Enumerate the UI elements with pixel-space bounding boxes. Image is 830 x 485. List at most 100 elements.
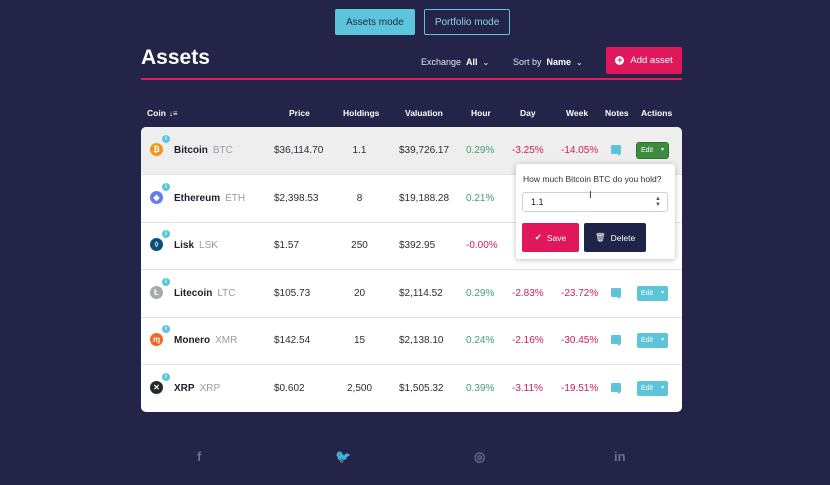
mode-switcher: Assets mode Portfolio mode xyxy=(335,9,511,35)
save-button[interactable]: ✔ Save xyxy=(522,223,579,252)
holdings-popover: How much Bitcoin BTC do you hold? 1.1 ▲ ▼… xyxy=(516,164,675,259)
price-cell: $0.602 xyxy=(274,382,305,394)
valuation-cell: $39,726.17 xyxy=(399,145,450,156)
sort-icon: ↓≡ xyxy=(168,109,178,118)
holdings-cell: 20 xyxy=(353,287,366,299)
week-cell: -30.45% xyxy=(561,335,599,346)
table-row: ɱ i Monero XMR $142.54 15 $2,138.10 0.24%… xyxy=(141,317,682,365)
portfolio-mode-button[interactable]: Portfolio mode xyxy=(423,9,511,35)
edit-button[interactable]: Edit▾ xyxy=(637,285,668,301)
price-cell: $142.54 xyxy=(274,335,311,346)
holdings-question: How much Bitcoin BTC do you hold? xyxy=(523,174,662,184)
linkedin-icon[interactable]: in xyxy=(614,449,626,464)
day-cell: -3.25% xyxy=(512,145,544,156)
edit-button[interactable]: Edit▾ xyxy=(637,380,668,396)
note-icon[interactable] xyxy=(611,382,621,394)
monero-icon: ɱ xyxy=(150,333,163,346)
hour-cell: 0.24% xyxy=(466,335,495,346)
column-header-holdings: Holdings xyxy=(343,108,380,118)
exchange-label: Exchange xyxy=(421,57,462,67)
exchange-filter[interactable]: Exchange All ⌄ xyxy=(421,57,489,67)
instagram-icon[interactable]: ◎ xyxy=(474,449,486,464)
sort-label: Sort by xyxy=(513,57,542,67)
plus-icon: + xyxy=(615,55,625,65)
holdings-cell: 1.1 xyxy=(352,145,367,156)
title-divider xyxy=(141,78,682,80)
column-header-week: Week xyxy=(566,108,589,118)
assets-mode-button[interactable]: Assets mode xyxy=(335,9,415,35)
holdings-input[interactable]: 1.1 ▲ ▼ xyxy=(522,192,668,212)
edit-button[interactable]: Edit▾ xyxy=(637,333,668,348)
note-icon[interactable] xyxy=(611,287,621,299)
chevron-down-icon: ⌄ xyxy=(482,57,490,67)
column-header-notes: Notes xyxy=(605,108,629,118)
save-label: Save xyxy=(546,232,567,243)
check-icon: ✔ xyxy=(534,232,542,242)
ethereum-icon: ◆ xyxy=(150,190,163,204)
column-header-price: Price xyxy=(289,108,310,118)
text-cursor-icon: I xyxy=(589,190,592,201)
chevron-down-icon: ⌄ xyxy=(576,57,583,67)
hour-cell: 0.29% xyxy=(466,287,495,299)
info-icon[interactable]: i xyxy=(162,372,170,381)
week-cell: -14.05% xyxy=(561,145,599,156)
lisk-icon: ◊ xyxy=(150,238,163,251)
twitter-icon[interactable]: 🐦 xyxy=(335,449,352,464)
price-cell: $2,398.53 xyxy=(274,192,319,204)
trash-icon: 🗑 xyxy=(594,232,606,242)
page-title: Assets xyxy=(141,46,210,69)
info-icon[interactable]: i xyxy=(162,182,170,191)
valuation-cell: $392.95 xyxy=(399,240,436,251)
table-row: ✕ i XRP XRP $0.602 2,500 $1,505.32 0.39% … xyxy=(141,365,682,412)
price-cell: $1.57 xyxy=(274,240,300,251)
exchange-value: All xyxy=(466,57,478,67)
table-row: Ł i Litecoin LTC $105.73 20 $2,114.52 0.2… xyxy=(141,270,682,318)
day-cell: -3.11% xyxy=(512,382,543,394)
column-header-coin[interactable]: Coin ↓≡ xyxy=(147,108,178,118)
coin-cell: Monero XMR xyxy=(174,335,238,346)
hour-cell: -0.00% xyxy=(466,240,498,251)
info-icon[interactable]: i xyxy=(162,325,170,333)
day-cell: -2.16% xyxy=(512,335,544,346)
delete-button[interactable]: 🗑 Delete xyxy=(584,223,646,252)
sort-value: Name xyxy=(546,57,572,67)
valuation-cell: $2,138.10 xyxy=(399,335,444,346)
sort-filter[interactable]: Sort by Name ⌄ xyxy=(513,57,583,67)
coin-cell: Bitcoin BTC xyxy=(174,145,233,156)
holdings-cell: 15 xyxy=(353,335,366,346)
table-row: ₿ i Bitcoin BTC $36,114.70 1.1 $39,726.17… xyxy=(141,127,682,175)
info-icon[interactable]: i xyxy=(162,135,170,143)
add-asset-label: Add asset xyxy=(630,55,673,66)
edit-button[interactable]: Edit▾ xyxy=(636,142,669,159)
delete-label: Delete xyxy=(610,232,636,243)
coin-cell: Lisk LSK xyxy=(174,240,218,251)
info-icon[interactable]: i xyxy=(162,277,170,286)
note-icon[interactable] xyxy=(611,145,621,156)
info-icon[interactable]: i xyxy=(162,230,170,238)
column-header-valuation: Valuation xyxy=(405,108,443,118)
holdings-cell: 2,500 xyxy=(347,382,373,394)
column-header-day: Day xyxy=(520,108,536,118)
hour-cell: 0.39% xyxy=(466,382,495,394)
valuation-cell: $2,114.52 xyxy=(399,287,443,299)
stepper-icon[interactable]: ▲ ▼ xyxy=(655,196,661,208)
column-header-actions: Actions xyxy=(641,108,673,118)
valuation-cell: $19,188.28 xyxy=(399,192,450,204)
day-cell: -2.83% xyxy=(512,287,544,299)
holdings-cell: 250 xyxy=(351,240,368,251)
week-cell: -19.51% xyxy=(561,382,599,394)
note-icon[interactable] xyxy=(611,335,621,346)
price-cell: $105.73 xyxy=(274,287,311,299)
coin-cell: Litecoin LTC xyxy=(174,287,236,299)
column-header-hour: Hour xyxy=(471,108,491,118)
facebook-icon[interactable]: f xyxy=(197,449,202,464)
hour-cell: 0.29% xyxy=(466,145,495,156)
coin-cell: XRP XRP xyxy=(174,382,221,394)
bitcoin-icon: ₿ xyxy=(150,143,163,156)
hour-cell: 0.21% xyxy=(466,192,495,204)
add-asset-button[interactable]: + Add asset xyxy=(606,47,682,74)
coin-cell: Ethereum ETH xyxy=(174,192,246,204)
valuation-cell: $1,505.32 xyxy=(399,382,444,394)
week-cell: -23.72% xyxy=(561,287,599,299)
xrp-icon: ✕ xyxy=(150,380,163,394)
